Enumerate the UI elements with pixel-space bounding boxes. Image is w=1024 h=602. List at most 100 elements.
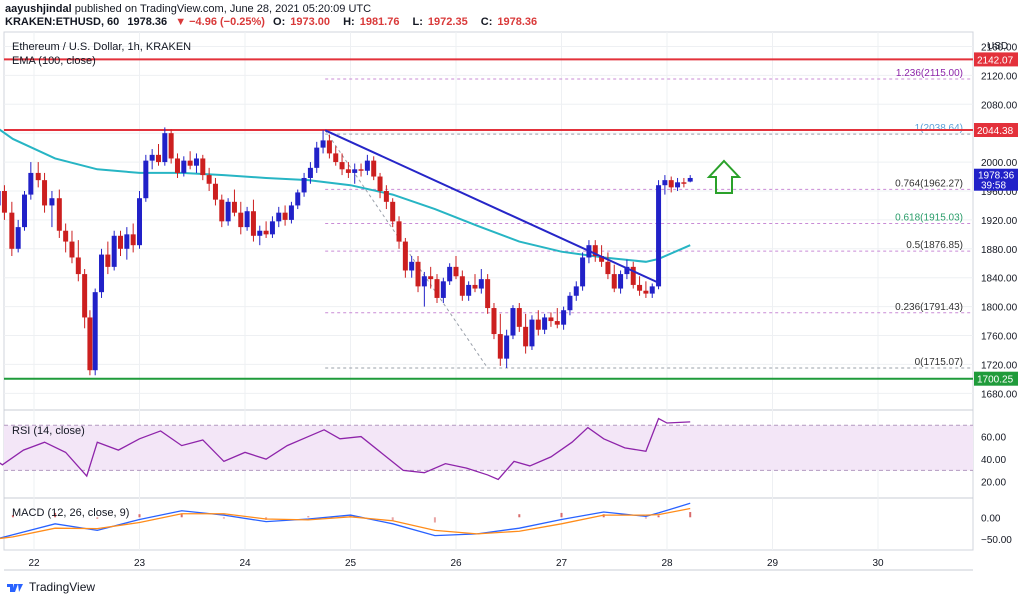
price-tick-label: 2120.00 (981, 71, 1018, 82)
candle-body (618, 274, 624, 289)
candle-body (231, 201, 237, 213)
symbol-label: KRAKEN:ETHUSD, 60 (5, 16, 120, 28)
candle-body (0, 190, 1, 206)
last-price-label: 1978.36 (978, 171, 1015, 182)
open-label: O: (273, 16, 286, 28)
candle-body (535, 319, 541, 330)
price-tick-label: 2000.00 (981, 158, 1018, 169)
candle-body (681, 182, 687, 184)
candle-body (320, 140, 326, 148)
signal-line (0, 507, 691, 540)
candle-body (99, 254, 105, 293)
ohlc-line: KRAKEN:ETHUSD, 60 1978.36 ▼ −4.96 (−0.25… (5, 16, 547, 28)
price-tick-label: 2080.00 (981, 100, 1018, 111)
candle-body (434, 279, 440, 298)
candle-body (573, 286, 579, 296)
fib-level-label: 1.236(2115.00) (896, 68, 963, 79)
time-tick-label: 29 (767, 558, 779, 569)
price-tick-label: 1760.00 (981, 332, 1018, 343)
price-tick-label: 2160.00 (981, 42, 1018, 53)
time-tick-label: 27 (556, 558, 568, 569)
time-tick-label: 22 (28, 558, 40, 569)
close-label: C: (480, 16, 493, 28)
candle-body (668, 180, 674, 188)
chart-header: aayushjindal published on TradingView.co… (0, 0, 1024, 28)
candle-body (111, 235, 117, 267)
bearish-trendline (324, 129, 659, 284)
candle-body (428, 276, 434, 280)
candle-body (28, 172, 34, 195)
candle-body (257, 230, 263, 236)
candle-body (35, 172, 41, 181)
candle-body (155, 154, 161, 163)
rsi-tick-label: 20.00 (981, 478, 1006, 489)
candle-body (447, 266, 453, 282)
price-tick-label: 1800.00 (981, 303, 1018, 314)
macd-line (0, 502, 691, 539)
candle-body (15, 227, 21, 249)
rsi-band (4, 425, 973, 471)
candle-body (516, 308, 522, 327)
candle-body (472, 284, 478, 289)
price-tick-label: 1960.00 (981, 187, 1018, 198)
candle-body (193, 158, 199, 166)
time-tick-label: 23 (134, 558, 146, 569)
footer-brand: TradingView (29, 580, 96, 594)
last-price-box (974, 168, 1018, 191)
candle-body (162, 133, 168, 163)
candle-body (333, 153, 339, 163)
fib-level-label: 0(1715.07) (915, 357, 963, 368)
candle-body (75, 257, 81, 275)
candle-body (225, 201, 231, 222)
candle-body (592, 245, 598, 257)
fib-level-label: 1(2038.64) (915, 123, 963, 134)
candle-body (542, 317, 548, 330)
fib-level-label: 0.764(1962.27) (895, 178, 963, 189)
candle-body (130, 234, 136, 246)
candle-body (174, 158, 180, 173)
ema-line (0, 128, 691, 263)
candle-body (396, 221, 402, 242)
candle-body (82, 274, 88, 318)
price-tick-label: 1680.00 (981, 389, 1018, 400)
candle-body (364, 160, 370, 171)
candle-body (187, 160, 193, 166)
candle-body (143, 160, 149, 199)
candle-body (611, 274, 617, 289)
candle-body (92, 292, 98, 371)
close-value: 1978.36 (497, 16, 538, 28)
breakout-up-arrow (706, 159, 742, 194)
candle-body (200, 158, 206, 176)
candle-body (49, 198, 55, 206)
candle-body (137, 198, 142, 246)
candle-body (181, 160, 187, 173)
candle-body (377, 176, 383, 191)
candle-body (105, 254, 111, 267)
time-tick-label: 26 (450, 558, 462, 569)
candle-body (339, 162, 345, 170)
author-name[interactable]: aayushjindal (5, 3, 72, 15)
publish-info: published on TradingView.com, June 28, 2… (74, 3, 372, 15)
macd-tick-label: −50.00 (981, 535, 1012, 546)
candle-body (345, 169, 351, 173)
candle-body (314, 147, 320, 168)
candle-body (599, 256, 605, 262)
candle-body (288, 205, 294, 220)
fib-level-label: 0.5(1876.85) (906, 240, 963, 251)
tradingview-logo-icon (7, 584, 23, 592)
candle-body (282, 212, 288, 220)
candle-body (42, 180, 48, 206)
candle-body (244, 211, 250, 228)
candle-body (307, 167, 313, 178)
candle-body (523, 326, 529, 347)
low-value: 1972.35 (427, 16, 468, 28)
candle-body (118, 235, 124, 249)
price-tick-label: 1880.00 (981, 245, 1018, 256)
candle-body (1, 190, 7, 213)
level-price-label: 2044.38 (977, 126, 1014, 137)
candle-body (206, 175, 212, 184)
candle-body (687, 177, 693, 182)
candle-body (383, 190, 389, 202)
legend-rsi: RSI (14, close) (12, 425, 85, 437)
